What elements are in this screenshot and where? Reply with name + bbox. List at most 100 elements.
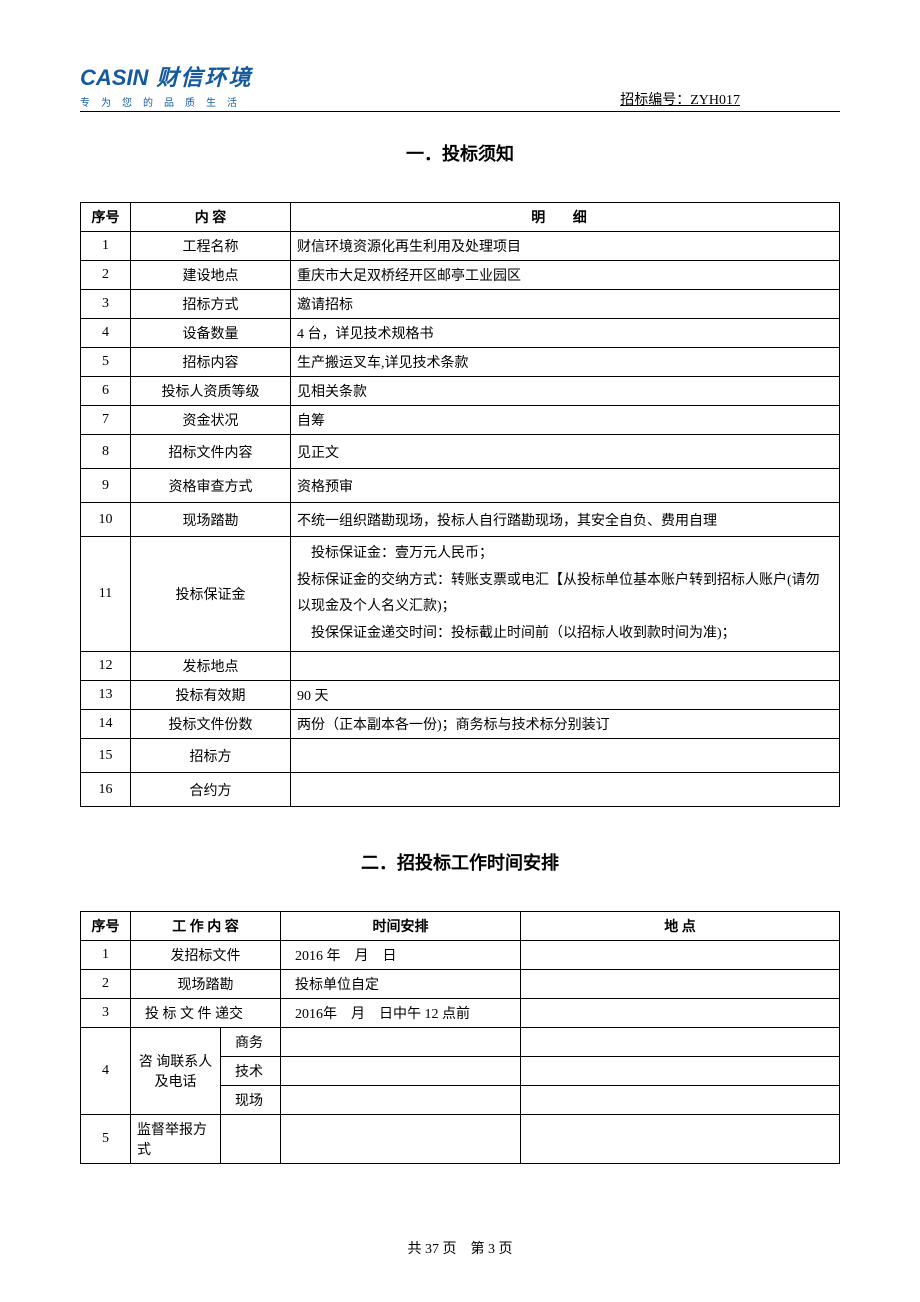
- table-row: 14投标文件份数两份（正本副本各一份)；商务标与技术标分别装订: [81, 710, 840, 739]
- col-detail: 明 细: [291, 203, 840, 232]
- col-seq: 序号: [81, 912, 131, 941]
- cell-place: [521, 970, 840, 999]
- col-label: 内 容: [131, 203, 291, 232]
- cell-detail: 重庆市大足双桥经开区邮亭工业园区: [291, 261, 840, 290]
- cell-label: 投标保证金: [131, 537, 291, 652]
- logo-tagline: 专为您的品质生活: [80, 94, 252, 109]
- logo-block: CASIN 财信环境 专为您的品质生活: [80, 60, 252, 109]
- table-row: 9资格审查方式资格预审: [81, 469, 840, 503]
- cell-detail: 自筹: [291, 406, 840, 435]
- cell-seq: 9: [81, 469, 131, 503]
- cell-work: 现场踏勘: [131, 970, 281, 999]
- cell-place: [521, 1028, 840, 1057]
- cell-detail: 4 台，详见技术规格书: [291, 319, 840, 348]
- footer-prefix: 共: [408, 1242, 426, 1257]
- cell-label: 招标方式: [131, 290, 291, 319]
- table-row: 5 监督举报方式: [81, 1115, 840, 1164]
- cell-seq: 2: [81, 261, 131, 290]
- cell-time: 2016 年 月 日: [281, 941, 521, 970]
- cell-detail: [291, 739, 840, 773]
- table-row: 5招标内容生产搬运叉车,详见技术条款: [81, 348, 840, 377]
- cell-detail: 不统一组织踏勘现场，投标人自行踏勘现场，其安全自负、费用自理: [291, 503, 840, 537]
- cell-work: 咨 询联系人及电话: [131, 1028, 221, 1115]
- bid-notice-table: 序号 内 容 明 细 1工程名称财信环境资源化再生利用及处理项目 2建设地点重庆…: [80, 202, 840, 807]
- cell-label: 资格审查方式: [131, 469, 291, 503]
- footer-suffix: 页: [495, 1242, 513, 1257]
- cell-place: [521, 941, 840, 970]
- cell-label: 现场踏勘: [131, 503, 291, 537]
- cell-label: 招标文件内容: [131, 435, 291, 469]
- col-seq: 序号: [81, 203, 131, 232]
- cell-seq: 12: [81, 652, 131, 681]
- footer-total: 37: [425, 1242, 439, 1257]
- cell-detail: 邀请招标: [291, 290, 840, 319]
- section1-title: 一．投标须知: [80, 140, 840, 166]
- cell-seq: 1: [81, 232, 131, 261]
- cell-place: [521, 1086, 840, 1115]
- cell-detail: 见相关条款: [291, 377, 840, 406]
- cell-sub-site: 现场: [221, 1086, 281, 1115]
- cell-label: 发标地点: [131, 652, 291, 681]
- table-row: 2建设地点重庆市大足双桥经开区邮亭工业园区: [81, 261, 840, 290]
- col-work: 工 作 内 容: [131, 912, 281, 941]
- table-row: 6投标人资质等级见相关条款: [81, 377, 840, 406]
- page-footer: 共 37 页 第 3 页: [0, 1238, 920, 1258]
- cell-seq: 10: [81, 503, 131, 537]
- cell-label: 建设地点: [131, 261, 291, 290]
- cell-label: 工程名称: [131, 232, 291, 261]
- cell-place: [521, 1115, 840, 1164]
- table-row: 1工程名称财信环境资源化再生利用及处理项目: [81, 232, 840, 261]
- cell-time: [281, 1086, 521, 1115]
- table-row: 4 咨 询联系人及电话 商务: [81, 1028, 840, 1057]
- cell-seq: 16: [81, 773, 131, 807]
- section2-title: 二．招投标工作时间安排: [80, 849, 840, 875]
- table-row: 11投标保证金投标保证金：壹万元人民币；投标保证金的交纳方式：转账支票或电汇【从…: [81, 537, 840, 652]
- cell-detail: 见正文: [291, 435, 840, 469]
- cell-time: [281, 1028, 521, 1057]
- cell-seq: 3: [81, 290, 131, 319]
- cell-detail: 财信环境资源化再生利用及处理项目: [291, 232, 840, 261]
- cell-detail: 资格预审: [291, 469, 840, 503]
- table-row: 7资金状况自筹: [81, 406, 840, 435]
- cell-detail: 生产搬运叉车,详见技术条款: [291, 348, 840, 377]
- table-row: 4设备数量4 台，详见技术规格书: [81, 319, 840, 348]
- table-row: 2 现场踏勘 投标单位自定: [81, 970, 840, 999]
- cell-seq: 1: [81, 941, 131, 970]
- cell-label: 合约方: [131, 773, 291, 807]
- doc-number-label: 招标编号：: [620, 93, 690, 108]
- cell-label: 设备数量: [131, 319, 291, 348]
- cell-detail: 两份（正本副本各一份)；商务标与技术标分别装订: [291, 710, 840, 739]
- table-row: 15招标方: [81, 739, 840, 773]
- cell-seq: 13: [81, 681, 131, 710]
- cell-label: 投标文件份数: [131, 710, 291, 739]
- table-row: 12发标地点: [81, 652, 840, 681]
- table-row: 3 投 标 文 件 递交 2016年 月 日中午 12 点前: [81, 999, 840, 1028]
- cell-place: [521, 1057, 840, 1086]
- table-row: 13投标有效期90 天: [81, 681, 840, 710]
- cell-place: [521, 999, 840, 1028]
- cell-seq: 2: [81, 970, 131, 999]
- cell-label: 招标内容: [131, 348, 291, 377]
- table-header-row: 序号 内 容 明 细: [81, 203, 840, 232]
- cell-seq: 15: [81, 739, 131, 773]
- cell-time: 投标单位自定: [281, 970, 521, 999]
- cell-detail: [291, 652, 840, 681]
- page-header: CASIN 财信环境 专为您的品质生活 招标编号：ZYH017: [80, 60, 840, 112]
- cell-work: 监督举报方式: [131, 1115, 221, 1164]
- cell-label: 投标人资质等级: [131, 377, 291, 406]
- cell-sub-empty: [221, 1115, 281, 1164]
- cell-seq: 7: [81, 406, 131, 435]
- table-row: 1 发招标文件 2016 年 月 日: [81, 941, 840, 970]
- cell-time: [281, 1057, 521, 1086]
- table-row: 10现场踏勘不统一组织踏勘现场，投标人自行踏勘现场，其安全自负、费用自理: [81, 503, 840, 537]
- cell-time: 2016年 月 日中午 12 点前: [281, 999, 521, 1028]
- table-row: 16合约方: [81, 773, 840, 807]
- cell-detail: 投标保证金：壹万元人民币；投标保证金的交纳方式：转账支票或电汇【从投标单位基本账…: [291, 537, 840, 652]
- cell-time: [281, 1115, 521, 1164]
- schedule-table: 序号 工 作 内 容 时间安排 地 点 1 发招标文件 2016 年 月 日 2…: [80, 911, 840, 1164]
- cell-seq: 4: [81, 319, 131, 348]
- cell-work: 投 标 文 件 递交: [131, 999, 281, 1028]
- cell-seq: 11: [81, 537, 131, 652]
- logo-english: CASIN: [80, 65, 148, 91]
- table-row: 3招标方式邀请招标: [81, 290, 840, 319]
